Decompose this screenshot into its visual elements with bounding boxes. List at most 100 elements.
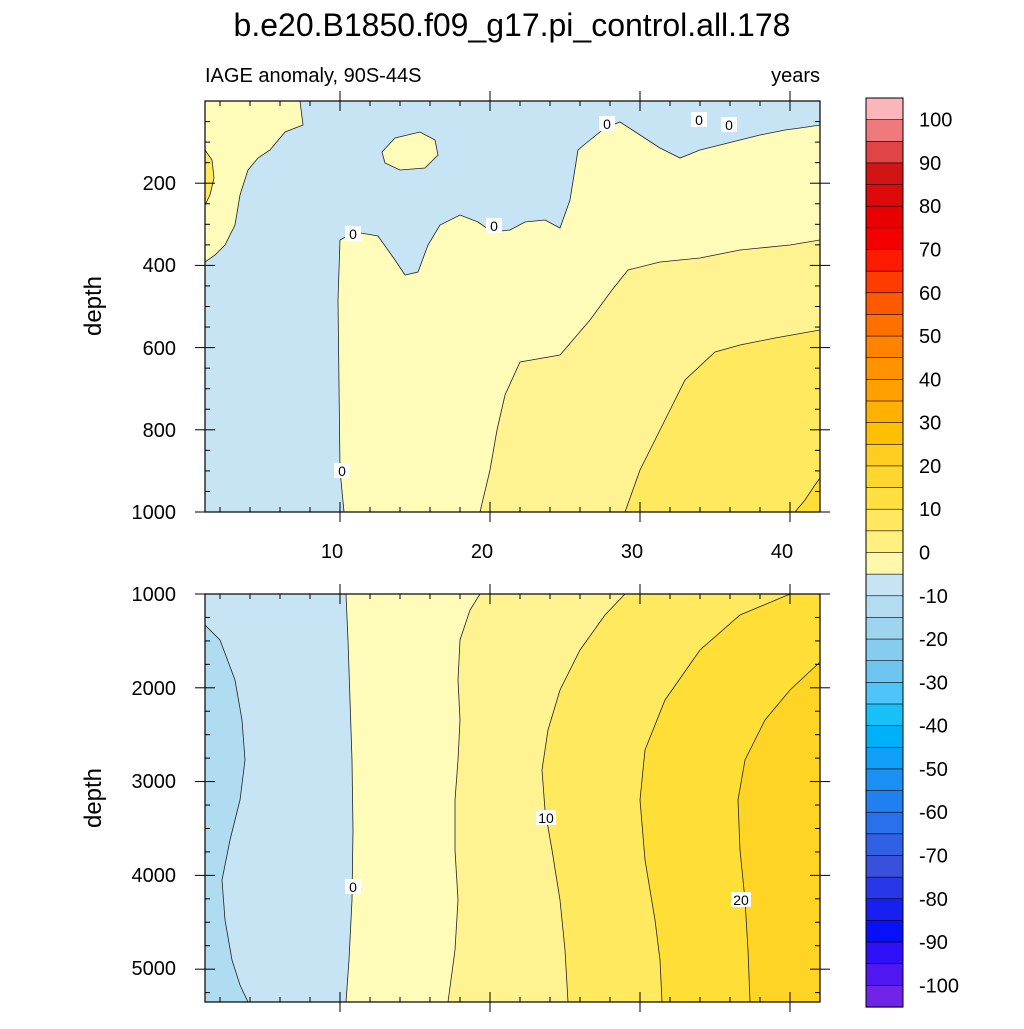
colorbar-label: -80 — [919, 889, 948, 911]
upper-y-tick-label: 400 — [143, 255, 176, 277]
upper-contour-labels: 0 0 0 0 0 0 — [334, 112, 737, 479]
colorbar-swatch — [865, 508, 904, 532]
colorbar-swatch — [865, 335, 904, 359]
subtitle-left: IAGE anomaly, 90S-44S — [205, 65, 421, 87]
colorbar-swatch — [865, 379, 904, 402]
upper-y-tick-label: 1000 — [132, 502, 177, 524]
x-tick-label: 40 — [771, 541, 793, 563]
lower-y-axis-label: depth — [80, 768, 107, 828]
lower-panel: 0 10 20 1000 2000 3000 4000 5000 depth — [80, 584, 830, 1012]
colorbar-label: -40 — [919, 716, 948, 738]
colorbar-label: -20 — [919, 629, 948, 651]
colorbar-label: 60 — [919, 283, 941, 305]
band-neg-left — [205, 624, 249, 1002]
band-10-15 — [624, 329, 820, 512]
colorbar-swatch — [865, 811, 904, 835]
colorbar-label: -50 — [919, 759, 948, 781]
lower-y-tick-label: 2000 — [132, 678, 177, 700]
colorbar-swatch — [865, 465, 904, 489]
colorbar-swatch — [865, 422, 904, 445]
contour-label: 0 — [349, 879, 357, 895]
colorbar — [865, 97, 904, 1008]
colorbar-label: -30 — [919, 672, 948, 694]
colorbar-label: 30 — [919, 413, 941, 435]
lower-axis-ticks — [195, 584, 830, 1012]
colorbar-swatch — [865, 292, 904, 316]
subtitle-right: years — [771, 65, 820, 87]
colorbar-frame — [865, 97, 904, 1008]
band-15-20 — [794, 477, 820, 512]
colorbar-label: 20 — [919, 456, 941, 478]
upper-y-tick-label: 800 — [143, 420, 176, 442]
colorbar-swatch — [865, 184, 904, 207]
colorbar-swatch — [865, 140, 904, 164]
figure-title: b.e20.B1850.f09_g17.pi_control.all.178 — [234, 7, 791, 43]
upper-y-axis-label: depth — [80, 276, 107, 336]
x-tick-label: 10 — [321, 541, 343, 563]
colorbar-swatch — [865, 530, 904, 554]
colorbar-swatch — [865, 617, 904, 640]
contour-label: 0 — [603, 116, 611, 132]
band-0-5-topleft — [205, 101, 304, 263]
colorbar-swatch — [865, 595, 904, 619]
colorbar-swatch — [865, 162, 904, 186]
contour-label: 0 — [490, 218, 498, 234]
lower-contour-labels: 0 10 20 — [345, 810, 751, 908]
contour-label: 0 — [338, 463, 346, 479]
colorbar-label: 40 — [919, 369, 941, 391]
colorbar-swatch — [865, 205, 904, 229]
colorbar-swatch — [865, 768, 904, 792]
colorbar-labels: 1009080706050403020100-10-20-30-40-50-60… — [919, 110, 959, 998]
colorbar-swatch — [865, 941, 904, 965]
colorbar-swatch — [865, 638, 904, 662]
colorbar-swatch — [865, 573, 904, 597]
colorbar-label: -70 — [919, 846, 948, 868]
contour-label: 0 — [349, 226, 357, 242]
colorbar-swatch — [865, 97, 904, 121]
colorbar-label: 10 — [919, 499, 941, 521]
lower-y-tick-label: 1000 — [132, 584, 177, 606]
colorbar-swatch — [865, 552, 904, 575]
colorbar-swatch — [865, 963, 904, 986]
upper-contour-fill: 0 0 0 0 0 0 — [205, 101, 820, 512]
lower-y-tick-label: 5000 — [132, 958, 177, 980]
colorbar-label: 50 — [919, 326, 941, 348]
colorbar-swatch — [865, 855, 904, 878]
colorbar-label: 70 — [919, 240, 941, 262]
colorbar-label: -100 — [919, 975, 959, 997]
colorbar-label: 80 — [919, 196, 941, 218]
colorbar-swatch — [865, 443, 904, 467]
colorbar-swatch — [865, 314, 904, 337]
colorbar-swatch — [865, 920, 904, 943]
colorbar-swatch — [865, 357, 904, 380]
contour-label: 10 — [538, 810, 554, 826]
upper-y-tick-label: 600 — [143, 338, 176, 360]
lower-frame — [204, 593, 821, 1003]
contour-label: 0 — [725, 117, 733, 133]
colorbar-swatch — [865, 682, 904, 705]
colorbar-swatch — [865, 400, 904, 424]
colorbar-swatch — [865, 487, 904, 510]
lower-contour-fill: 0 10 20 — [205, 594, 820, 1002]
colorbar-label: 90 — [919, 153, 941, 175]
lower-y-tick-label: 3000 — [132, 771, 177, 793]
colorbar-label: 100 — [919, 110, 952, 132]
colorbar-swatch — [865, 270, 904, 294]
colorbar-swatch — [865, 119, 904, 142]
colorbar-swatch — [865, 985, 904, 1008]
colorbar-swatch — [865, 876, 904, 900]
colorbar-swatch — [865, 898, 904, 922]
colorbar-swatch — [865, 660, 904, 683]
colorbar-label: 0 — [919, 543, 930, 565]
colorbar-swatch — [865, 790, 904, 813]
colorbar-label: -90 — [919, 932, 948, 954]
band-20-25 — [737, 661, 820, 1002]
upper-y-tick-label: 200 — [143, 173, 176, 195]
colorbar-swatch — [865, 249, 904, 272]
x-tick-label: 20 — [471, 541, 493, 563]
colorbar-swatch — [865, 833, 904, 857]
band-left-edge — [205, 149, 215, 206]
band-0-5-blob — [381, 131, 439, 171]
upper-panel: 0 0 0 0 0 0 200 400 600 800 1000 depth 1… — [80, 91, 830, 563]
